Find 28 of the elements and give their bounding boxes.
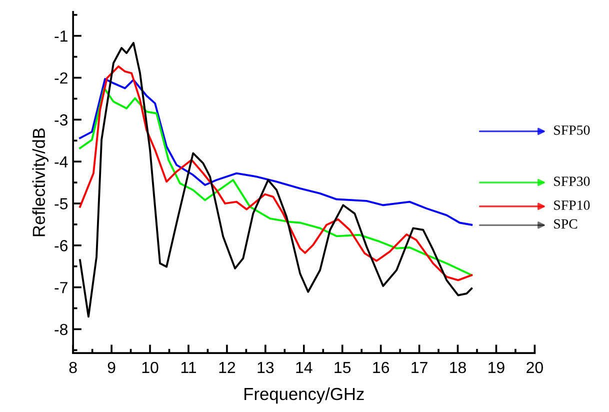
y-tick-label: -5 <box>54 198 68 210</box>
legend-label: SFP10 <box>554 200 590 210</box>
x-tick-label: 17 <box>412 362 428 373</box>
x-tick-label: 16 <box>373 362 390 374</box>
x-tick-label: 8 <box>69 362 77 374</box>
y-tick-label: -7 <box>54 282 68 294</box>
x-tick-label: 12 <box>219 362 236 373</box>
x-tick-label: 11 <box>181 362 196 373</box>
x-tick-label: 9 <box>108 362 116 374</box>
x-tick-label: 18 <box>450 362 466 374</box>
legend-label: SFP30 <box>554 176 590 186</box>
y-tick-label: -1 <box>54 30 68 42</box>
x-tick-label: 19 <box>488 362 504 374</box>
x-tick-label: 20 <box>526 362 543 374</box>
y-tick-label: -3 <box>54 114 68 126</box>
x-tick-label: 15 <box>334 362 351 374</box>
legend-label: SFP50 <box>554 125 590 135</box>
y-tick-label: -8 <box>54 324 68 336</box>
y-axis-title: Reflectivity/dB <box>32 128 48 236</box>
x-tick-label: 10 <box>142 362 158 374</box>
x-tick-label: 14 <box>296 362 312 373</box>
line-series <box>79 78 473 226</box>
x-axis-title: Frequency/GHz <box>244 387 364 404</box>
y-tick-label: -4 <box>54 156 68 168</box>
y-tick-label: -2 <box>54 72 68 84</box>
legend-label: SPC <box>554 219 578 229</box>
y-tick-label: -6 <box>54 240 68 252</box>
x-tick-label: 13 <box>258 362 274 374</box>
